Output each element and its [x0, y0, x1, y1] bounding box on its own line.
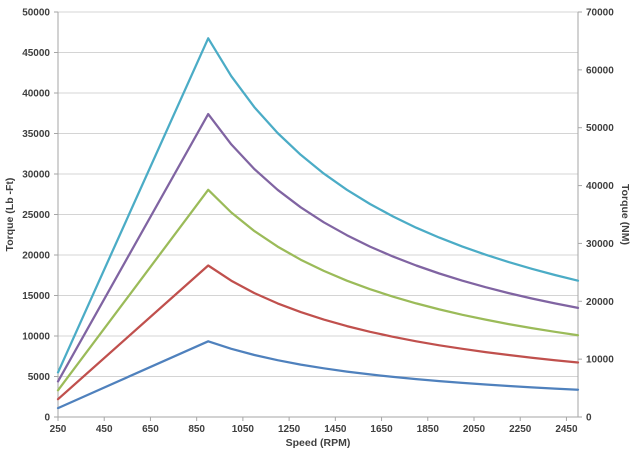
x-axis-tick-label: 2250 — [509, 424, 532, 435]
x-axis-tick-label: 1050 — [232, 424, 255, 435]
y-axis-left-tick-label: 45000 — [22, 48, 50, 59]
y-axis-left-title: Torque (Lb -Ft) — [4, 178, 16, 252]
torque-curve-series-3 — [56, 188, 580, 392]
y-axis-right-tick-label: 60000 — [586, 65, 614, 76]
y-axis-left-tick-label: 50000 — [22, 8, 50, 19]
x-axis-tick-label: 1850 — [417, 424, 440, 435]
y-axis-left-tick-label: 15000 — [22, 291, 50, 302]
y-axis-left-tick-label: 25000 — [22, 210, 50, 221]
torque-curve-series-2 — [56, 264, 580, 401]
y-axis-right-tick-label: 70000 — [586, 8, 614, 19]
x-axis-tick-label: 1650 — [370, 424, 393, 435]
y-axis-left-tick-label: 30000 — [22, 170, 50, 181]
x-axis-tick-label: 2050 — [463, 424, 486, 435]
y-axis-left-tick-label: 10000 — [22, 332, 50, 343]
x-axis-title: Speed (RPM) — [286, 437, 351, 449]
x-axis-tick-label: 1450 — [324, 424, 347, 435]
torque-curve-series-5 — [56, 37, 580, 374]
x-axis-tick-label: 1250 — [278, 424, 301, 435]
y-axis-right-tick-label: 20000 — [586, 297, 614, 308]
y-axis-left-tick-label: 20000 — [22, 251, 50, 262]
y-axis-left-tick-label: 0 — [44, 413, 50, 424]
x-axis-tick-label: 450 — [96, 424, 113, 435]
y-axis-right-tick-label: 50000 — [586, 123, 614, 134]
x-axis-tick-label: 2450 — [555, 424, 578, 435]
y-axis-right-tick-label: 30000 — [586, 239, 614, 250]
y-axis-left-tick-label: 40000 — [22, 89, 50, 100]
y-axis-left-tick-label: 35000 — [22, 129, 50, 140]
x-axis-tick-label: 650 — [142, 424, 159, 435]
torque-curve-series-1 — [56, 340, 580, 410]
y-axis-right-title: Torque (NM) — [619, 184, 631, 245]
y-axis-right-tick-label: 40000 — [586, 181, 614, 192]
torque-curve-series-4 — [56, 112, 580, 383]
x-axis-tick-label: 850 — [188, 424, 205, 435]
y-axis-right-tick-label: 10000 — [586, 355, 614, 366]
x-axis-tick-label: 250 — [50, 424, 67, 435]
y-axis-right-tick-label: 0 — [586, 413, 592, 424]
y-axis-left-tick-label: 5000 — [28, 372, 51, 383]
